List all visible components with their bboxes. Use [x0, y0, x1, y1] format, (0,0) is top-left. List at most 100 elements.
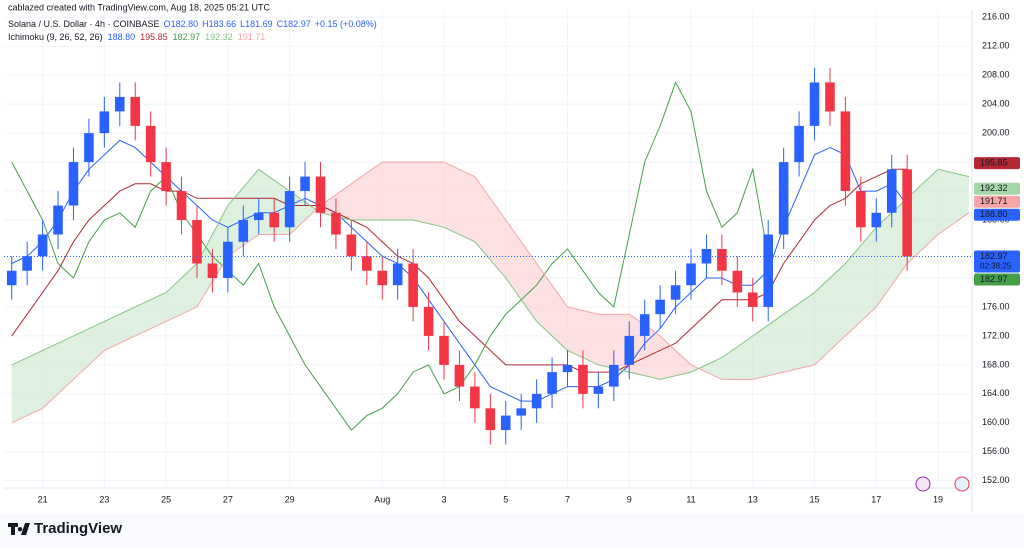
candle-body	[609, 364, 619, 387]
icon	[954, 476, 970, 492]
y-tick-label: 216.00	[982, 12, 1010, 22]
y-tick-label: 164.00	[982, 388, 1010, 398]
candle-body	[454, 364, 465, 387]
ichimoku-line	[11, 168, 908, 373]
candle-body	[130, 96, 141, 126]
cloud-fill	[444, 162, 475, 242]
y-tick-label: 204.00	[982, 99, 1010, 109]
cloud-fill	[351, 162, 383, 221]
candle-body	[562, 364, 573, 373]
candle-body	[362, 256, 372, 271]
price-tag-label: 188.80	[980, 209, 1008, 219]
candle-body	[192, 220, 202, 264]
x-tick-label: 25	[161, 494, 171, 504]
ichimoku-line	[11, 168, 970, 380]
legend-item: 191.71	[238, 32, 266, 42]
candle-body	[670, 285, 681, 300]
candle-body	[53, 205, 63, 235]
candle-body	[825, 82, 835, 112]
cloud-fill	[567, 306, 599, 365]
cloud-fill	[42, 335, 74, 409]
ichimoku-line	[11, 161, 970, 424]
y-tick-label: 176.00	[982, 301, 1010, 311]
candle-body	[269, 212, 279, 228]
x-tick-label: 21	[38, 494, 48, 504]
candle-body	[161, 162, 171, 192]
y-tick-label: 212.00	[982, 41, 1010, 51]
cloud-fill	[845, 227, 877, 336]
y-tick-label: 168.00	[982, 359, 1010, 369]
legend-item: O182.80	[164, 19, 199, 29]
candle-body	[531, 393, 542, 409]
x-tick-label: 13	[748, 494, 758, 504]
cloud-fill	[876, 198, 908, 307]
candle-body	[392, 263, 403, 286]
candle-body	[207, 263, 218, 278]
price-tag-label: 195.85	[980, 158, 1008, 168]
candle-body	[331, 212, 341, 235]
lines	[11, 81, 970, 431]
candle-body	[794, 125, 804, 163]
candle-body	[655, 299, 665, 315]
candles	[6, 67, 912, 445]
candle-body	[686, 263, 696, 286]
x-tick-label: 11	[686, 494, 695, 504]
y-tick-label: 152.00	[982, 475, 1010, 485]
x-tick-label: 15	[810, 494, 820, 504]
y-tick-label: 172.00	[982, 330, 1010, 340]
candle-body	[516, 408, 526, 416]
price-tag-label: 182.97	[980, 274, 1008, 284]
candle-body	[500, 415, 511, 431]
axes: 152.00 156.00 160.00 164.00 168.00 172.00 176.…	[4, 12, 1020, 504]
legend-item: C182.97	[277, 19, 311, 29]
x-tick-label: 3	[441, 494, 446, 504]
cloud-fill	[505, 220, 537, 322]
legend-item: Ichimoku (9, 26, 52, 26)	[8, 32, 103, 42]
candle-body	[732, 270, 743, 293]
candle-body	[886, 169, 897, 213]
cloud-fill	[413, 162, 444, 228]
cloud-fill	[73, 321, 105, 380]
cloud-fill	[691, 357, 722, 380]
candle-body	[284, 191, 295, 228]
candle-body	[423, 306, 434, 336]
legend-item: Solana / U.S. Dollar · 4h · COINBASE	[8, 19, 160, 29]
candle-body	[145, 125, 156, 163]
candle-body	[747, 292, 758, 307]
cloud-fill	[814, 263, 846, 365]
candle-body	[37, 234, 48, 257]
y-tick-label: 200.00	[982, 127, 1010, 137]
brand: TradingView	[34, 520, 122, 537]
x-tick-label: 9	[627, 494, 632, 504]
candle-body	[223, 241, 233, 278]
x-tick-label: 5	[503, 494, 508, 504]
legend-item: 195.85	[140, 32, 168, 42]
candle-body	[99, 111, 110, 134]
price-tag	[974, 182, 1020, 195]
legend-symbol: Solana / U.S. Dollar · 4h · COINBASE O182…	[8, 19, 377, 29]
price-tag	[974, 195, 1020, 208]
price-tag-countdown: 02:38:25	[980, 262, 1012, 271]
legend-item: 182.97	[173, 32, 201, 42]
cloud-fill	[474, 176, 506, 278]
candle-body	[68, 162, 79, 206]
y-tick-label: 208.00	[982, 70, 1010, 80]
x-tick-label: 23	[99, 494, 109, 504]
candle-body	[346, 234, 357, 257]
candle-body	[238, 220, 249, 242]
x-tick-label: 17	[871, 494, 881, 504]
cloud-fill	[598, 314, 630, 373]
candle-body	[578, 364, 588, 394]
candle-body	[485, 408, 496, 431]
candle-body	[470, 386, 480, 409]
x-tick-label: 27	[223, 494, 233, 504]
candle-body	[300, 176, 310, 192]
candle-body	[778, 162, 789, 235]
candle-body	[717, 249, 727, 271]
legend-item: 192.32	[205, 32, 233, 42]
logo: TradingView	[8, 520, 122, 537]
cloud-fill	[382, 162, 414, 221]
y-tick-label: 156.00	[982, 446, 1010, 456]
logo-mark	[8, 523, 30, 535]
candle-body	[840, 111, 851, 192]
